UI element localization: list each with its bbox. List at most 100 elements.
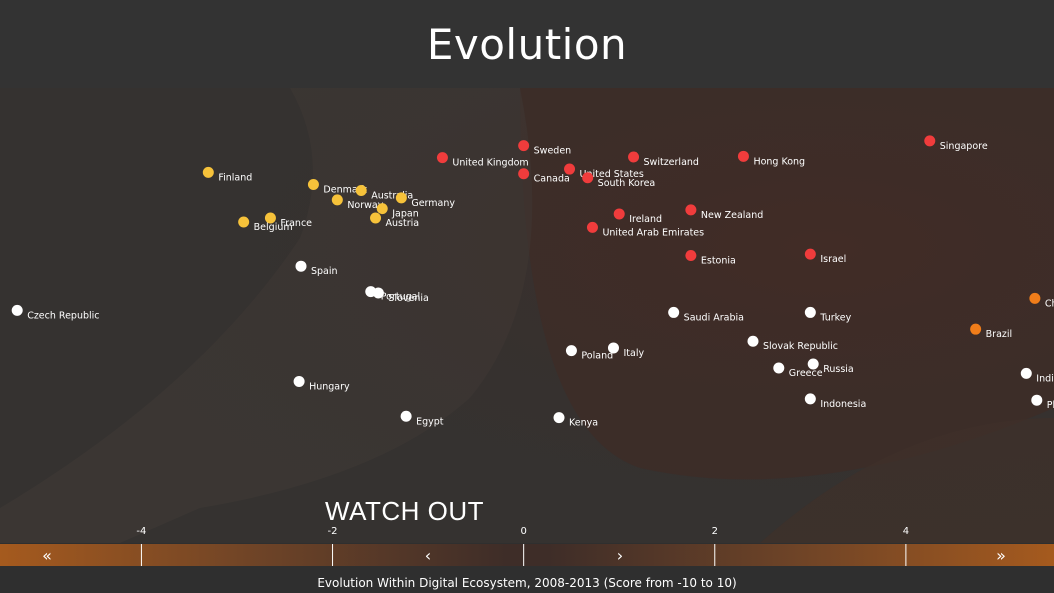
data-point-label: Italy [623,348,644,359]
data-point-label: Turkey [819,312,851,323]
x-axis-label: Evolution Within Digital Ecosystem, 2008… [317,576,737,590]
data-point-label: Estonia [701,255,736,266]
data-point-label: New Zealand [701,210,763,221]
data-point-label: Finland [218,172,252,183]
data-point-label: Ph [1047,400,1054,411]
data-point-label: Brazil [986,329,1013,340]
data-point-label: Egypt [416,416,444,427]
data-point-label: Portugal [381,292,420,303]
data-point[interactable] [395,192,407,204]
page-title: Evolution [426,19,628,69]
axis-bar [0,544,1054,566]
data-point-label: United Kingdom [452,158,528,169]
data-point-label: Switzerland [644,157,699,168]
quadrant-label: WATCH OUT [325,496,485,526]
data-point[interactable] [628,151,640,163]
data-point-label: Belgium [254,222,293,233]
header: Evolution [0,0,1054,88]
data-point-label: Norway [347,200,383,211]
x-tick-label: 0 [520,526,526,537]
data-point[interactable] [295,260,307,272]
data-point-label: Hungary [309,381,350,392]
data-point-label: Sweden [534,146,572,157]
data-point[interactable] [436,152,448,164]
data-point[interactable] [613,208,625,220]
data-point-label: Greece [789,368,823,379]
data-point[interactable] [331,194,343,206]
data-point[interactable] [238,216,250,228]
data-point[interactable] [355,184,367,196]
data-point-label: Czech Republic [27,310,99,321]
data-point[interactable] [553,412,565,424]
data-point[interactable] [737,150,749,162]
data-point-label: Russia [823,364,854,375]
data-point-label: Saudi Arabia [684,312,744,323]
data-point-label: Germany [411,198,455,209]
data-point-label: United States [580,169,644,180]
data-point[interactable] [804,306,816,318]
data-point[interactable] [372,287,384,299]
data-point[interactable] [400,410,412,422]
data-point[interactable] [264,212,276,224]
data-point[interactable] [518,168,530,180]
data-point-label: Austria [386,218,420,229]
x-tick-label: 2 [712,526,718,537]
data-point[interactable] [202,166,214,178]
data-point[interactable] [807,358,819,370]
data-point[interactable] [804,248,816,260]
data-point-label: Israel [820,254,846,265]
data-point-label: Denmark [323,184,367,195]
data-point-label: France [280,218,312,229]
data-point-label: Japan [391,209,419,220]
data-point-label: Indonesia [820,399,866,410]
last-button[interactable]: » [996,545,1006,565]
data-point[interactable] [773,362,785,374]
data-point-label: Slovenia [388,293,428,304]
data-point[interactable] [376,203,388,215]
x-axis-ticks: -4 -2 0 2 4 [136,526,909,537]
x-tick-label: 4 [903,526,909,537]
prev-button[interactable]: ‹ [424,545,432,565]
next-button[interactable]: › [616,545,624,565]
data-point[interactable] [307,178,319,190]
data-point[interactable] [668,306,680,318]
x-tick-label: -4 [136,526,146,537]
data-point[interactable] [518,140,530,152]
data-point-label: Spain [311,266,338,277]
data-point[interactable] [685,204,697,216]
data-point[interactable] [607,342,619,354]
axis-gridlines [140,544,907,566]
data-point[interactable] [370,212,382,224]
data-point-label: India [1036,373,1054,384]
data-point[interactable] [293,375,305,387]
data-point[interactable] [582,172,594,184]
data-point[interactable] [1020,367,1032,379]
data-point-label: Ch [1045,298,1054,309]
data-point-label: United Arab Emirates [602,227,704,238]
data-point[interactable] [685,249,697,261]
data-point-label: Slovak Republic [763,341,838,352]
data-point-label: Singapore [940,141,988,152]
data-point[interactable] [747,335,759,347]
data-point[interactable] [565,345,577,357]
data-point[interactable] [11,304,23,316]
data-point[interactable] [924,135,936,147]
data-point-label: Kenya [569,418,598,429]
data-point-label: South Korea [598,178,656,189]
data-point-label: Hong Kong [753,156,805,167]
data-point[interactable] [586,221,598,233]
data-point-label: Poland [581,351,613,362]
data-point-label: Australia [371,190,413,201]
data-point[interactable] [564,163,576,175]
data-point[interactable] [970,323,982,335]
data-point-label: Canada [534,174,570,185]
x-tick-label: -2 [328,526,338,537]
chart-area: -4 -2 0 2 4 Sweden United Kingdom Switzerland U… [0,88,1054,543]
data-point[interactable] [804,393,816,405]
data-point-label: Ireland [629,214,662,225]
data-point[interactable] [1031,394,1043,406]
data-point[interactable] [1029,292,1041,304]
first-button[interactable]: « [42,545,52,565]
